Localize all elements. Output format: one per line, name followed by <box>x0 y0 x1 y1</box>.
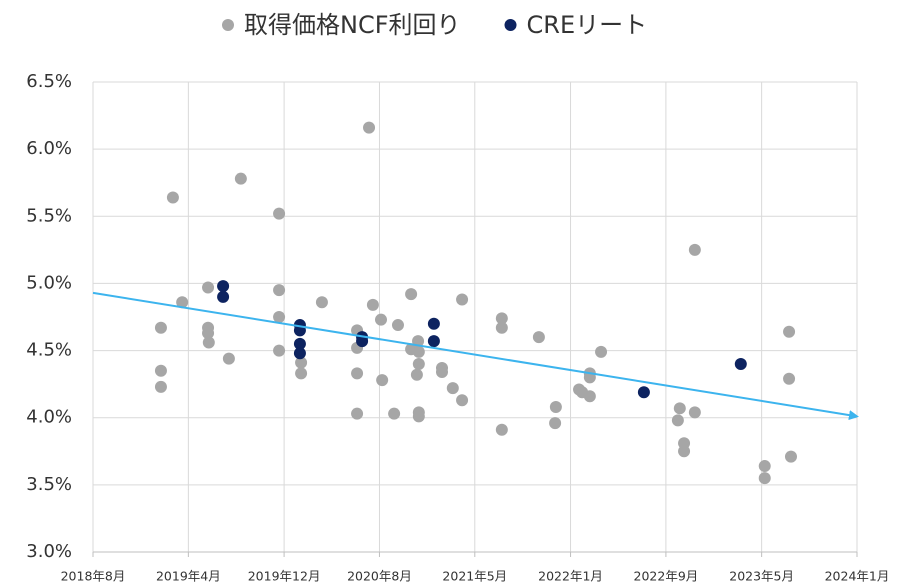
point <box>374 313 387 326</box>
point <box>388 407 401 420</box>
trend-line <box>92 291 859 421</box>
point <box>412 345 425 358</box>
x-tick-label: 2022年9月 <box>634 569 699 584</box>
y-tick-label: 5.5% <box>26 205 72 226</box>
x-tick-label: 2022年1月 <box>538 569 603 584</box>
point <box>391 319 404 332</box>
point <box>363 121 376 134</box>
point <box>273 344 286 357</box>
point <box>446 382 459 395</box>
point <box>456 394 469 407</box>
point <box>673 402 686 415</box>
point <box>412 358 425 370</box>
point <box>154 364 167 377</box>
point <box>427 335 440 348</box>
point <box>202 281 215 294</box>
point <box>435 366 448 379</box>
point <box>166 191 179 204</box>
point <box>234 172 247 185</box>
point <box>595 345 608 358</box>
point <box>217 280 230 293</box>
point <box>495 423 508 436</box>
y-tick-label: 6.5% <box>26 71 72 92</box>
point <box>293 337 306 350</box>
point <box>783 372 796 385</box>
y-tick-label: 4.5% <box>26 340 72 361</box>
point <box>456 293 469 306</box>
point <box>202 327 215 340</box>
y-tick-label: 4.0% <box>26 407 72 428</box>
x-tick-label: 2024年1月 <box>825 569 890 584</box>
point <box>351 367 364 380</box>
point <box>293 347 306 360</box>
legend-label: CREリート <box>527 11 648 39</box>
x-tick-label: 2019年12月 <box>248 569 321 584</box>
x-tick-label: 2023年5月 <box>729 569 794 584</box>
point <box>154 321 167 334</box>
point <box>583 390 596 403</box>
point <box>783 325 796 338</box>
point <box>758 460 771 473</box>
x-tick-label: 2019年4月 <box>156 569 221 584</box>
point <box>678 445 691 458</box>
point <box>758 472 771 485</box>
point <box>688 243 701 256</box>
point <box>734 358 747 370</box>
point <box>202 336 215 349</box>
point <box>410 368 423 381</box>
y-tick-label: 5.0% <box>26 272 72 293</box>
point <box>351 407 364 420</box>
point <box>222 352 235 365</box>
point <box>427 317 440 330</box>
legend-label: 取得価格NCF利回り <box>244 11 461 39</box>
y-tick-label: 6.0% <box>26 138 72 159</box>
y-tick-label: 3.0% <box>26 541 72 562</box>
point <box>405 288 418 301</box>
point <box>356 335 369 348</box>
point <box>295 356 308 369</box>
point <box>366 298 379 311</box>
x-tick-label: 2021年5月 <box>442 569 507 584</box>
point <box>176 296 189 309</box>
point <box>549 417 562 430</box>
point <box>671 414 684 427</box>
legend-marker <box>222 19 234 31</box>
point <box>217 290 230 303</box>
point <box>376 374 389 387</box>
x-tick-label: 2018年8月 <box>61 569 126 584</box>
x-tick-label: 2020年8月 <box>347 569 412 584</box>
point <box>784 450 797 463</box>
legend-marker <box>504 19 517 31</box>
point <box>315 296 328 309</box>
point <box>549 400 562 413</box>
point <box>637 386 650 399</box>
point <box>495 312 508 325</box>
point <box>273 284 286 297</box>
point <box>295 367 308 380</box>
point <box>412 410 425 423</box>
point <box>154 380 167 393</box>
point <box>688 406 701 419</box>
y-tick-label: 3.5% <box>26 474 72 495</box>
point <box>495 321 508 334</box>
point <box>273 311 286 323</box>
point <box>532 331 545 344</box>
point <box>273 207 286 220</box>
